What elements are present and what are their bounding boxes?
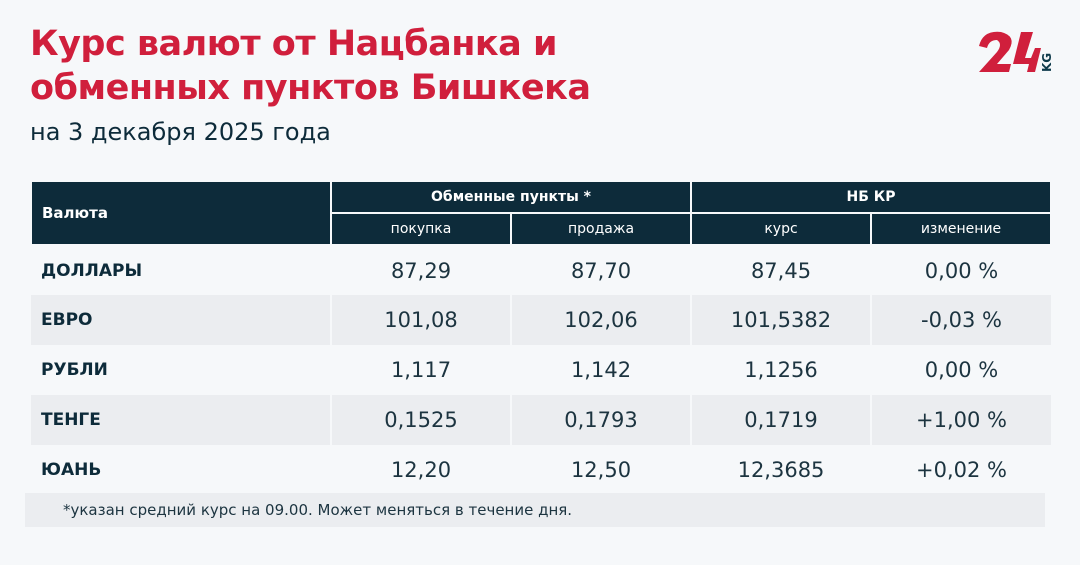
rate-value: 0,1719 xyxy=(690,395,871,445)
header-rate: курс xyxy=(690,212,872,246)
currency-name: РУБЛИ xyxy=(41,360,108,380)
rate-value: 12,3685 xyxy=(690,445,871,495)
subtitle: на 3 декабря 2025 года xyxy=(30,118,331,146)
table-row: ДОЛЛАРЫ 87,29 87,70 87,45 0,00 % xyxy=(31,245,1051,295)
currency-name: ДОЛЛАРЫ xyxy=(41,260,143,281)
sell-value: 12,50 xyxy=(510,445,691,495)
change-value: 0,00 % xyxy=(870,345,1051,395)
currency-name: ТЕНГЕ xyxy=(31,395,331,445)
table-row: ЮАНЬ 12,20 12,50 12,3685 +0,02 % xyxy=(31,445,1051,495)
header-nbkr: НБ КР xyxy=(690,180,1052,214)
header-currency: Валюта xyxy=(30,180,332,246)
table-row: ТЕНГЕ 0,1525 0,1793 0,1719 +1,00 % xyxy=(31,395,1051,445)
rate-value: 101,5382 xyxy=(690,295,871,345)
sell-value: 102,06 xyxy=(510,295,691,345)
title-line-2: обменных пунктов Бишкека xyxy=(30,68,591,108)
currency-name: ЮАНЬ xyxy=(41,460,102,480)
change-value: -0,03 % xyxy=(870,295,1051,345)
logo-24kg: KG xyxy=(979,31,1054,72)
header-change: изменение xyxy=(870,212,1052,246)
change-value: +0,02 % xyxy=(870,445,1051,495)
sell-value: 0,1793 xyxy=(510,395,691,445)
header-sell: продажа xyxy=(510,212,692,246)
change-value: 0,00 % xyxy=(870,245,1051,295)
sell-value: 1,142 xyxy=(510,345,691,395)
buy-value: 101,08 xyxy=(330,295,511,345)
title-line-1: Курс валют от Нацбанка и xyxy=(30,24,558,64)
header-exchange-points: Обменные пункты * xyxy=(330,180,692,214)
sell-value: 87,70 xyxy=(510,245,691,295)
buy-value: 0,1525 xyxy=(330,395,511,445)
currency-table: Валюта Обменные пункты * НБ КР покупка п… xyxy=(30,180,1052,495)
table-row: РУБЛИ 1,117 1,142 1,1256 0,00 % xyxy=(31,345,1051,395)
table-row: ЕВРО 101,08 102,06 101,5382 -0,03 % xyxy=(31,295,1051,345)
header-buy: покупка xyxy=(330,212,512,246)
buy-value: 12,20 xyxy=(330,445,511,495)
buy-value: 1,117 xyxy=(330,345,511,395)
change-value: +1,00 % xyxy=(870,395,1051,445)
buy-value: 87,29 xyxy=(330,245,511,295)
svg-text:KG: KG xyxy=(1040,53,1054,72)
rate-value: 1,1256 xyxy=(690,345,871,395)
footnote: *указан средний курс на 09.00. Может мен… xyxy=(25,493,1045,527)
currency-name: ЕВРО xyxy=(31,295,331,345)
rate-value: 87,45 xyxy=(690,245,871,295)
page-title: Курс валют от Нацбанка и обменных пунктов… xyxy=(30,22,591,110)
